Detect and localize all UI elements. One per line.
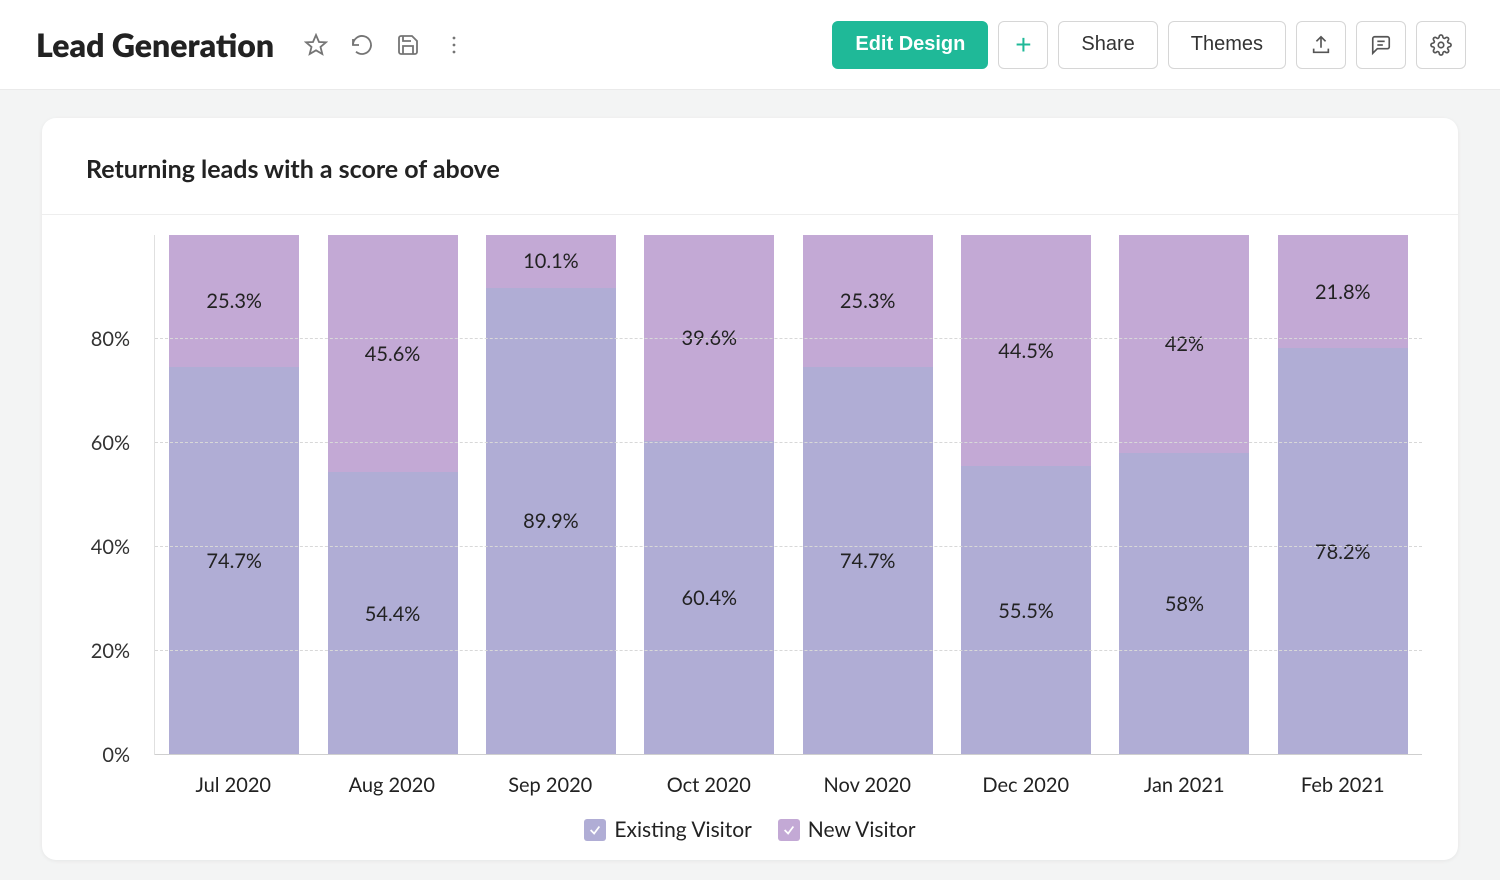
export-button[interactable] [1296, 21, 1346, 69]
bar-segment-new: 44.5% [961, 235, 1091, 466]
x-label: Oct 2020 [644, 773, 774, 797]
x-label: Nov 2020 [802, 773, 932, 797]
page-title: Lead Generation [36, 25, 274, 64]
x-label: Sep 2020 [485, 773, 615, 797]
bar-segment-existing: 74.7% [169, 367, 299, 755]
bar-segment-existing: 58% [1119, 453, 1249, 755]
chart-area: 0%20%40%60%80% 25.3%74.7%45.6%54.4%10.1%… [42, 215, 1458, 755]
bar-column[interactable]: 25.3%74.7% [803, 235, 933, 755]
star-icon[interactable] [302, 31, 330, 59]
bar-column[interactable]: 21.8%78.2% [1278, 235, 1408, 755]
bar-segment-new: 45.6% [328, 235, 458, 472]
bar-segment-new: 42% [1119, 235, 1249, 453]
bar-segment-existing: 55.5% [961, 466, 1091, 755]
more-icon[interactable] [440, 31, 468, 59]
chart-title: Returning leads with a score of above [42, 118, 1458, 215]
x-label: Feb 2021 [1278, 773, 1408, 797]
bar-column[interactable]: 42%58% [1119, 235, 1249, 755]
share-button[interactable]: Share [1058, 21, 1157, 69]
add-button[interactable]: + [998, 21, 1048, 69]
bar-column[interactable]: 45.6%54.4% [328, 235, 458, 755]
y-tick: 0% [102, 743, 130, 767]
legend-label-existing: Existing Visitor [614, 817, 751, 842]
bar-column[interactable]: 44.5%55.5% [961, 235, 1091, 755]
bar-segment-existing: 54.4% [328, 472, 458, 755]
bar-segment-existing: 89.9% [486, 288, 616, 755]
bar-segment-new: 21.8% [1278, 235, 1408, 348]
settings-button[interactable] [1416, 21, 1466, 69]
comment-button[interactable] [1356, 21, 1406, 69]
header-bar: Lead Generation Edit Design + Share Them… [0, 0, 1500, 90]
x-label: Dec 2020 [961, 773, 1091, 797]
x-label: Aug 2020 [327, 773, 457, 797]
bar-column[interactable]: 25.3%74.7% [169, 235, 299, 755]
plot-area: 25.3%74.7%45.6%54.4%10.1%89.9%39.6%60.4%… [154, 235, 1422, 755]
bar-segment-new: 25.3% [169, 235, 299, 367]
bar-segment-new: 25.3% [803, 235, 933, 367]
legend-existing[interactable]: Existing Visitor [584, 817, 751, 842]
bar-segment-new: 10.1% [486, 235, 616, 288]
refresh-icon[interactable] [348, 31, 376, 59]
y-tick: 40% [91, 535, 130, 559]
y-axis: 0%20%40%60%80% [78, 235, 144, 755]
legend-swatch-existing [584, 819, 606, 841]
bar-segment-existing: 74.7% [803, 367, 933, 755]
x-label: Jan 2021 [1119, 773, 1249, 797]
chart-card: Returning leads with a score of above 0%… [42, 118, 1458, 860]
legend: Existing Visitor New Visitor [42, 817, 1458, 842]
legend-new[interactable]: New Visitor [778, 817, 916, 842]
bar-segment-existing: 78.2% [1278, 348, 1408, 755]
y-tick: 80% [91, 327, 130, 351]
y-tick: 60% [91, 431, 130, 455]
save-icon[interactable] [394, 31, 422, 59]
themes-button[interactable]: Themes [1168, 21, 1286, 69]
bar-column[interactable]: 10.1%89.9% [486, 235, 616, 755]
x-label: Jul 2020 [168, 773, 298, 797]
bar-column[interactable]: 39.6%60.4% [644, 235, 774, 755]
legend-swatch-new [778, 819, 800, 841]
legend-label-new: New Visitor [808, 817, 916, 842]
edit-design-button[interactable]: Edit Design [832, 21, 988, 69]
y-tick: 20% [91, 639, 130, 663]
x-axis: Jul 2020 Aug 2020 Sep 2020 Oct 2020 Nov 2020… [154, 755, 1422, 797]
bar-segment-existing: 60.4% [644, 441, 774, 755]
